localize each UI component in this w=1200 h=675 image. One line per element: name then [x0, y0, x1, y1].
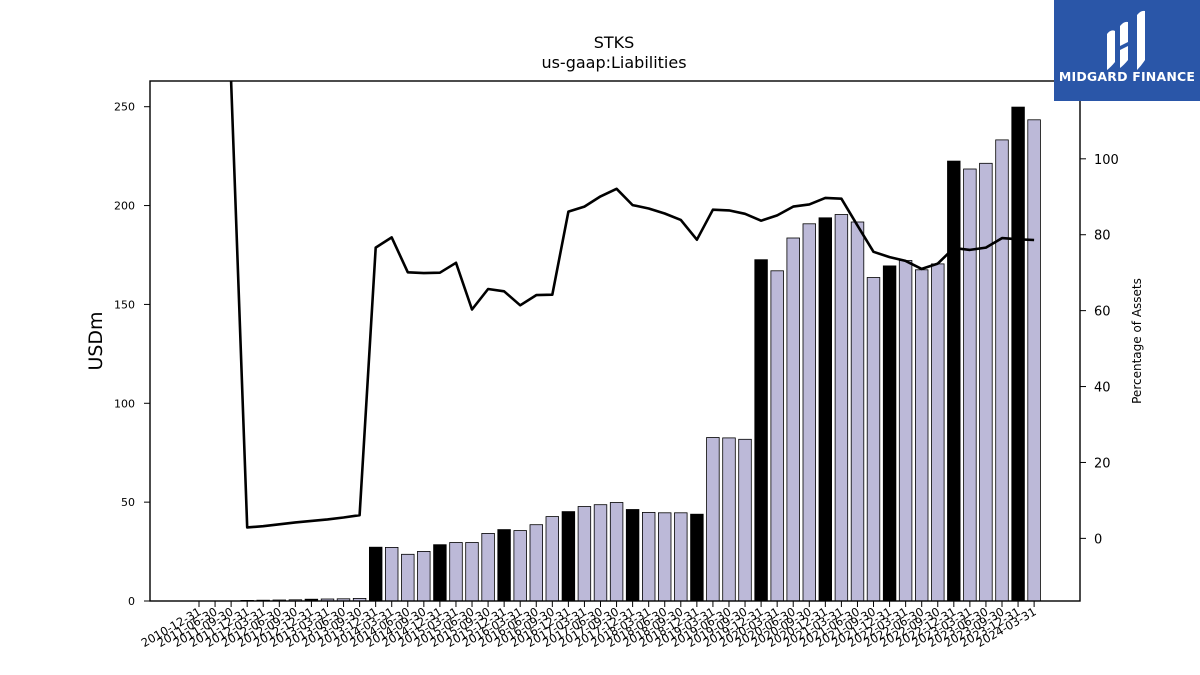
y2-tick-label: 60	[1094, 305, 1111, 320]
logo-text: MIDGARD FINANCE	[1058, 69, 1196, 84]
bar	[931, 263, 945, 602]
bar	[915, 269, 929, 602]
bar	[497, 529, 511, 602]
bar	[818, 217, 833, 602]
y-tick-label: 0	[128, 595, 135, 608]
bar	[754, 259, 768, 602]
bar	[979, 162, 993, 602]
bar	[722, 437, 736, 602]
y-axis-label: USDm	[85, 311, 107, 370]
chart-subtitle: us-gaap:Liabilities	[541, 53, 686, 72]
y-tick-label: 100	[114, 397, 135, 410]
bar	[465, 542, 479, 602]
y2-tick-label: 20	[1094, 456, 1111, 471]
bar	[529, 524, 544, 602]
bar	[625, 509, 640, 602]
percentage-line	[229, 80, 1035, 529]
bar	[609, 502, 624, 602]
bar	[1027, 119, 1041, 602]
bar	[433, 544, 447, 602]
bar	[850, 221, 865, 602]
bar	[642, 512, 656, 602]
bar	[674, 512, 688, 602]
bar	[401, 553, 415, 602]
bar	[802, 223, 817, 602]
y-tick-label: 50	[121, 496, 135, 509]
bar	[690, 513, 704, 602]
bar	[368, 546, 383, 602]
bar	[561, 511, 576, 602]
bar	[963, 168, 977, 602]
midgard-finance-logo: MIDGARD FINANCE	[1054, 0, 1200, 101]
bar	[738, 438, 752, 602]
x-axis: 2010-12-312011-06-302011-09-302011-12-31…	[139, 601, 1039, 650]
y2-tick-label: 80	[1094, 229, 1111, 244]
bar	[577, 506, 592, 602]
bar	[706, 437, 720, 602]
bar	[770, 270, 784, 602]
chart-title: STKS	[594, 33, 635, 52]
y-tick-label: 200	[114, 200, 135, 213]
y-axis-left: 0 50 100 150 200 250	[114, 101, 150, 608]
y2-tick-label: 0	[1094, 532, 1102, 547]
bar	[882, 265, 897, 602]
bar	[593, 504, 608, 602]
y-tick-label: 150	[114, 298, 135, 311]
bar	[786, 237, 800, 602]
bar-series	[240, 106, 1041, 602]
y2-tick-label: 40	[1094, 381, 1111, 396]
bar	[658, 512, 672, 602]
bar	[1011, 106, 1025, 602]
bar	[995, 139, 1009, 602]
bar	[417, 551, 431, 602]
bar	[513, 530, 527, 602]
bar	[545, 516, 560, 602]
y-axis-right: 0 20 40 60 80 100	[1080, 153, 1119, 547]
y-tick-label: 250	[114, 101, 135, 114]
bar	[449, 542, 463, 602]
bar	[866, 277, 881, 602]
bar	[384, 547, 399, 602]
plot-frame	[149, 80, 1081, 602]
bar	[834, 214, 849, 602]
bar	[481, 533, 495, 602]
y2-axis-label: Percentage of Assets	[1130, 278, 1144, 404]
y2-tick-label: 100	[1094, 153, 1119, 168]
bar	[947, 160, 961, 602]
logo-mark-icon	[1107, 10, 1145, 70]
bar	[898, 260, 913, 602]
